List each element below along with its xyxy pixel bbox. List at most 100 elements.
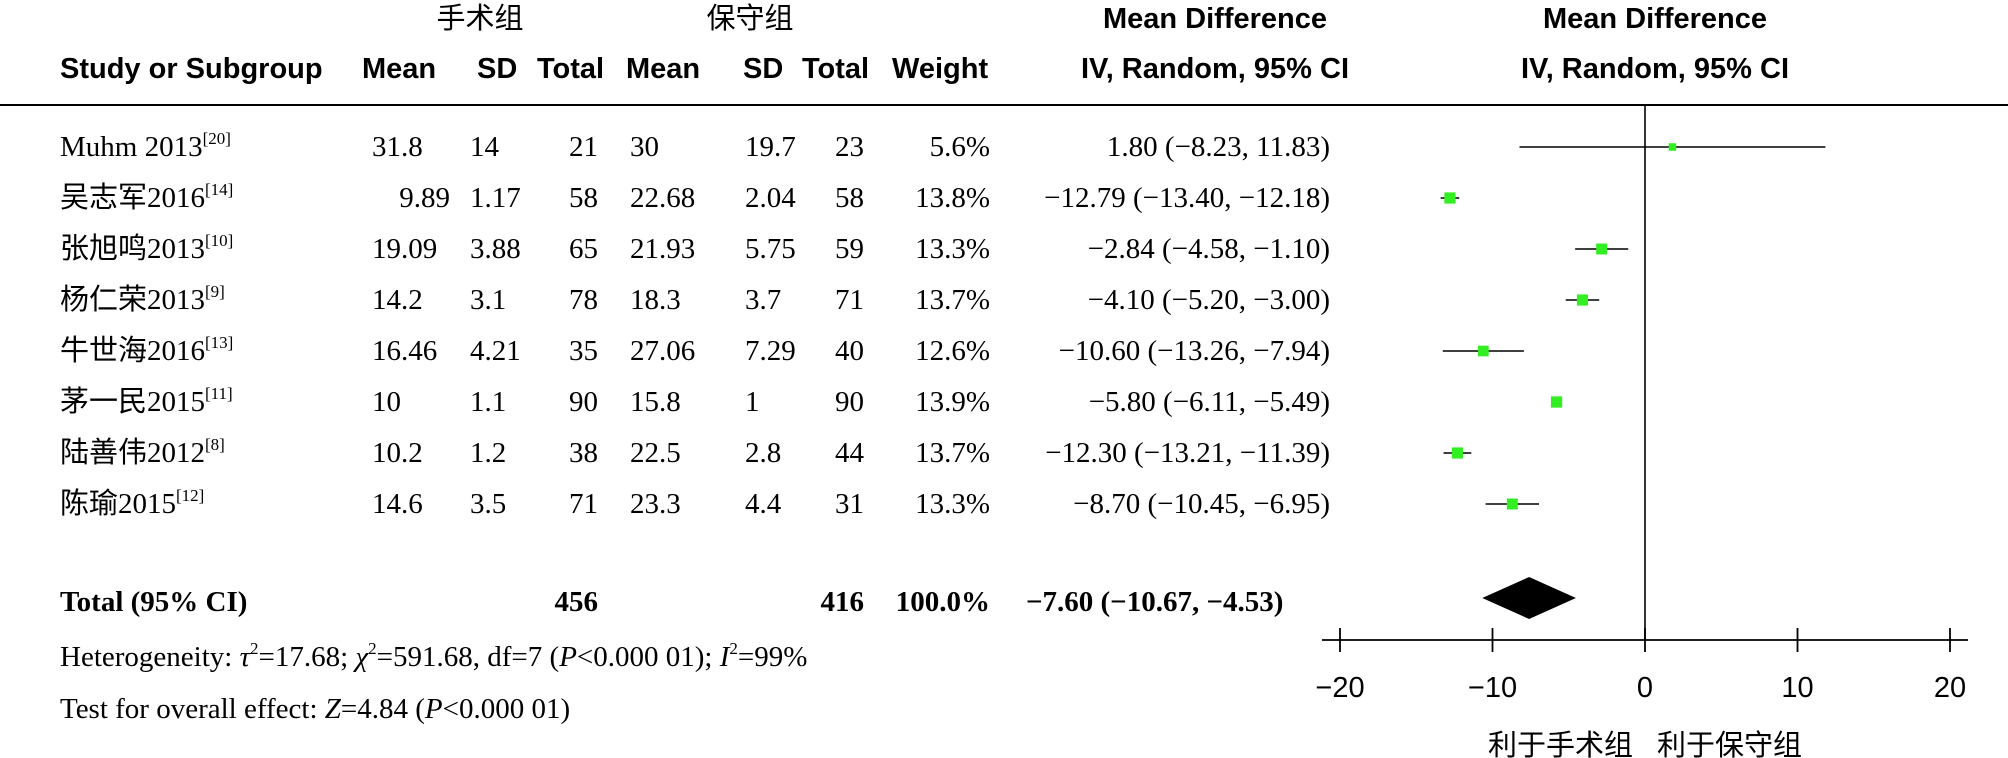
study-name-text: 陆善伟2012 [60, 437, 206, 469]
group2-total: 58 [835, 182, 864, 214]
x-tick-label: −10 [1468, 672, 1517, 704]
group1-mean-header: Mean [362, 53, 437, 85]
group1-total: 35 [569, 335, 598, 367]
study-reference: [11] [205, 384, 233, 403]
study-point-marker [1576, 294, 1589, 306]
study-name-text: 茅一民2015 [60, 386, 206, 418]
study-point-marker [1478, 345, 1489, 357]
group2-mean: 27.06 [630, 335, 696, 367]
group1-sd: 14 [470, 131, 499, 163]
group2-total: 23 [835, 131, 864, 163]
group1-total: 58 [569, 182, 598, 214]
study-name-text: 杨仁荣2013 [60, 284, 206, 316]
group2-sd: 19.7 [745, 131, 796, 163]
group2-mean-header: Mean [626, 53, 701, 85]
study-point-marker [1451, 447, 1464, 459]
header-divider [0, 104, 2008, 106]
group2-mean: 18.3 [630, 284, 681, 316]
group1-total: 38 [569, 437, 598, 469]
favours-left-label: 利于手术组 [1488, 728, 1633, 758]
group2-total: 90 [835, 386, 864, 418]
total-weight: 100.0% [895, 586, 990, 618]
total-n2: 416 [820, 586, 865, 618]
study-ci: −8.70 (−10.45, −6.95) [1073, 488, 1330, 520]
group1-sd: 3.1 [470, 284, 507, 316]
total-label: Total (95% CI) [60, 586, 248, 618]
total-n1: 456 [554, 586, 599, 618]
study-point-marker [1444, 192, 1456, 204]
group2-mean: 15.8 [630, 386, 681, 418]
total-ci: −7.60 (−10.67, −4.53) [1026, 586, 1284, 618]
group2-sd: 3.7 [745, 284, 782, 316]
group1-mean: 10 [372, 386, 401, 418]
group2-mean: 23.3 [630, 488, 681, 520]
study-name: Muhm 2013[20] [60, 130, 231, 164]
study-reference: [14] [205, 180, 234, 199]
study-name: 张旭鸣2013[10] [60, 232, 233, 266]
x-tick-label: 0 [1637, 672, 1653, 704]
group1-mean: 16.46 [372, 335, 438, 367]
group1-sd: 1.2 [470, 437, 507, 469]
plot-header-method: IV, Random, 95% CI [1520, 53, 1790, 85]
group2-sd: 2.04 [745, 182, 796, 214]
study-point-marker [1550, 396, 1563, 408]
x-tick-label: 10 [1781, 672, 1813, 704]
study-reference: [10] [205, 231, 234, 250]
group1-mean: 19.09 [372, 233, 438, 265]
group2-sd-header: SD [743, 53, 784, 85]
group1-sd: 1.1 [470, 386, 507, 418]
group1-total: 21 [569, 131, 598, 163]
study-name: 杨仁荣2013[9] [60, 283, 225, 317]
group1-total-header: Total [537, 53, 605, 85]
study-weight: 13.7% [915, 284, 990, 316]
group1-mean: 14.6 [372, 488, 423, 520]
group2-mean: 30 [630, 131, 659, 163]
group1-mean: 10.2 [372, 437, 423, 469]
group2-mean: 22.68 [630, 182, 696, 214]
group2-header: 保守组 [706, 3, 794, 35]
group1-sd: 3.5 [470, 488, 507, 520]
study-ci: −10.60 (−13.26, −7.94) [1058, 335, 1330, 367]
study-point-marker [1506, 498, 1518, 510]
group2-total: 40 [835, 335, 864, 367]
favours-right-label: 利于保守组 [1657, 728, 1802, 758]
study-weight: 13.3% [915, 488, 990, 520]
group1-total: 78 [569, 284, 598, 316]
study-weight: 13.9% [915, 386, 990, 418]
study-ci: −12.79 (−13.40, −12.18) [1044, 182, 1330, 214]
study-name-text: Muhm 2013 [60, 131, 203, 163]
study-ci: −5.80 (−6.11, −5.49) [1088, 386, 1330, 418]
group1-mean: 14.2 [372, 284, 423, 316]
study-weight: 13.7% [915, 437, 990, 469]
heterogeneity-text: Heterogeneity: τ2=17.68; χ2=591.68, df=7… [60, 639, 808, 673]
group1-mean: 9.89 [399, 182, 450, 214]
study-reference: [20] [202, 129, 231, 148]
study-name: 陈瑜2015[12] [60, 487, 204, 521]
group1-sd: 4.21 [470, 335, 521, 367]
group1-total: 71 [569, 488, 598, 520]
study-reference: [9] [205, 282, 225, 301]
group2-sd: 2.8 [745, 437, 782, 469]
study-weight: 12.6% [915, 335, 990, 367]
study-name: 陆善伟2012[8] [60, 436, 225, 470]
group1-sd: 1.17 [470, 182, 521, 214]
plot-header-title: Mean Difference [1542, 3, 1767, 35]
group2-sd: 1 [745, 386, 760, 418]
study-name-text: 牛世海2016 [60, 335, 206, 367]
study-ci: −12.30 (−13.21, −11.39) [1045, 437, 1330, 469]
study-name-text: 陈瑜2015 [60, 488, 177, 520]
group2-sd: 5.75 [745, 233, 796, 265]
group1-header: 手术组 [436, 3, 524, 35]
overall-effect-text: Test for overall effect: Z=4.84 (P<0.000… [60, 693, 571, 725]
group2-mean: 22.5 [630, 437, 681, 469]
group1-total: 65 [569, 233, 598, 265]
study-reference: [13] [205, 333, 234, 352]
group1-sd: 3.88 [470, 233, 521, 265]
study-name-text: 张旭鸣2013 [60, 233, 206, 265]
group2-total-header: Total [802, 53, 870, 85]
study-name: 茅一民2015[11] [60, 385, 233, 419]
weight-header: Weight [892, 53, 989, 85]
group1-sd-header: SD [477, 53, 518, 85]
study-point-marker [1668, 143, 1677, 151]
